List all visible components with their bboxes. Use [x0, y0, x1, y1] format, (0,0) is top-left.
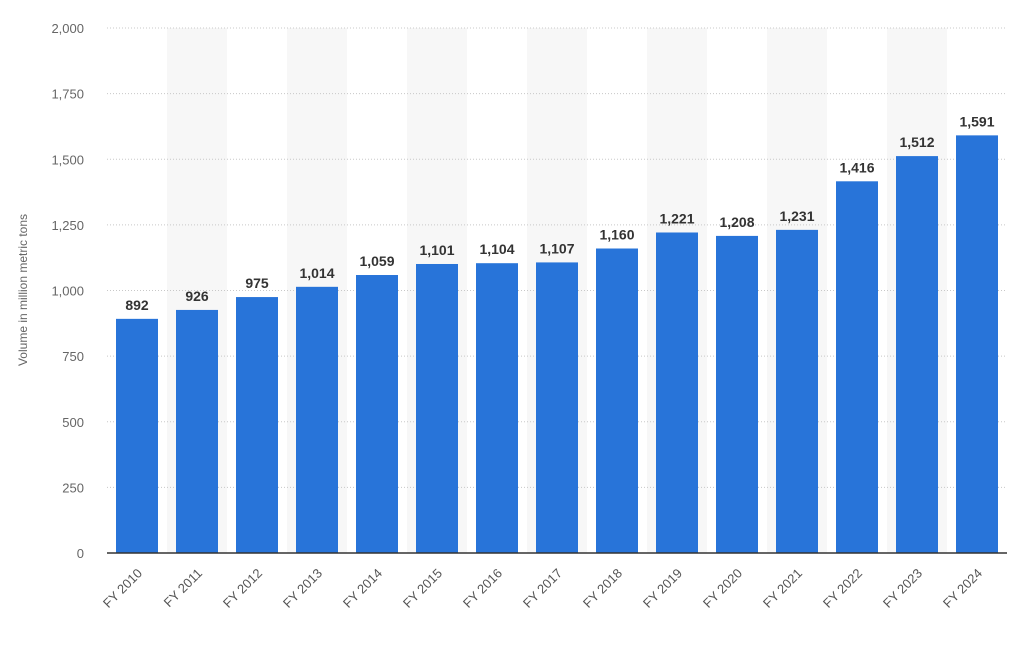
y-tick-label: 2,000 [51, 21, 84, 36]
data-label: 1,014 [299, 265, 334, 281]
x-tick-label: FY 2012 [220, 566, 265, 611]
x-tick-label: FY 2017 [520, 566, 565, 611]
bar [656, 232, 698, 554]
y-tick-label: 750 [62, 349, 84, 364]
bar [956, 135, 998, 554]
x-tick-label: FY 2018 [580, 566, 625, 611]
y-tick-label: 1,000 [51, 284, 84, 299]
x-tick-label: FY 2024 [940, 566, 985, 611]
y-tick-label: 1,500 [51, 152, 84, 167]
data-label: 1,231 [779, 208, 814, 224]
bars [116, 135, 998, 554]
data-label: 1,160 [599, 227, 634, 243]
x-axis-ticks: FY 2010 FY 2011 FY 2012 FY 2013 FY 2014 FY 20… [100, 566, 985, 611]
bar [596, 248, 638, 553]
data-label: 1,107 [539, 240, 574, 256]
data-label: 1,208 [719, 214, 754, 230]
y-axis-title: Volume in million metric tons [16, 214, 30, 366]
x-tick-label: FY 2020 [700, 566, 745, 611]
data-label: 1,512 [899, 134, 934, 150]
data-label: 1,104 [479, 241, 514, 257]
bar [536, 262, 578, 553]
y-axis-ticks: 0 250 500 750 1,000 1,250 1,500 1,750 2,000 [51, 21, 84, 561]
x-tick-label: FY 2013 [280, 566, 325, 611]
data-label: 975 [245, 275, 269, 291]
data-label: 1,059 [359, 253, 394, 269]
x-tick-label: FY 2016 [460, 566, 505, 611]
y-tick-label: 0 [77, 546, 84, 561]
bar [296, 286, 338, 553]
data-label: 1,591 [959, 113, 994, 129]
x-tick-label: FY 2015 [400, 566, 445, 611]
x-tick-label: FY 2014 [340, 566, 385, 611]
data-label: 1,101 [419, 242, 454, 258]
bar [896, 156, 938, 553]
x-tick-label: FY 2011 [161, 566, 206, 611]
x-tick-label: FY 2021 [760, 566, 805, 611]
bar [356, 275, 398, 553]
bar [416, 263, 458, 553]
bar [776, 229, 818, 554]
data-label: 1,416 [839, 159, 874, 175]
x-tick-label: FY 2010 [100, 566, 145, 611]
x-tick-label: FY 2022 [820, 566, 865, 611]
bar [116, 318, 158, 553]
y-tick-label: 1,750 [51, 87, 84, 102]
data-labels: 892 926 975 1,014 1,059 1,101 1,104 1,107 1,160 1… [125, 113, 994, 312]
bar [176, 309, 218, 553]
y-tick-label: 1,250 [51, 218, 84, 233]
x-tick-label: FY 2023 [880, 566, 925, 611]
data-label: 926 [185, 288, 209, 304]
x-tick-label: FY 2019 [640, 566, 685, 611]
y-tick-label: 250 [62, 480, 84, 495]
bar [716, 235, 758, 553]
bar [236, 297, 278, 553]
y-tick-label: 500 [62, 415, 84, 430]
data-label: 1,221 [659, 210, 694, 226]
bar [836, 181, 878, 554]
bar [476, 263, 518, 553]
data-label: 892 [125, 297, 149, 313]
